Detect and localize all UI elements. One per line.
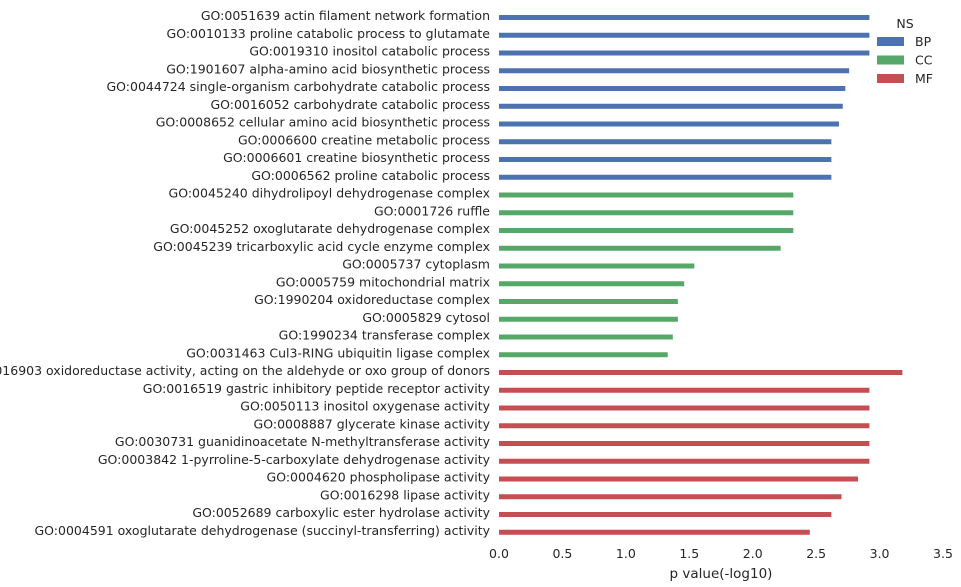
- category-label: GO:0006562 proline catabolic process: [251, 168, 490, 183]
- x-tick-label: 3.0: [870, 546, 890, 561]
- x-axis-ticks: 0.0 0.5 1.0 1.5 2.0 2.5 3.0 3.5: [489, 546, 953, 561]
- bar-mf: [499, 441, 870, 446]
- bar-cc: [499, 228, 794, 233]
- bar-bp: [499, 139, 832, 145]
- x-tick-label: 0.5: [552, 546, 572, 561]
- category-label: GO:0050113 inositol oxygenase activity: [240, 399, 490, 414]
- x-tick-label: 3.5: [933, 546, 953, 561]
- category-labels: GO:0051639 actin filament network format…: [0, 8, 491, 538]
- bar-cc: [499, 210, 794, 216]
- category-label: GO:0016903 oxidoreductase activity, acti…: [0, 363, 490, 378]
- bar-mf: [499, 458, 870, 464]
- bar-cc: [499, 192, 794, 198]
- category-label: GO:0045240 dihydrolipoyl dehydrogenase c…: [169, 186, 490, 201]
- legend-label-mf: MF: [915, 71, 933, 86]
- category-label: GO:0006600 creatine metabolic process: [238, 132, 490, 147]
- bar-bp: [499, 103, 843, 109]
- category-label: GO:0004620 phospholipase activity: [267, 470, 491, 485]
- bar-bp: [499, 174, 832, 180]
- category-label: GO:1901607 alpha-amino acid biosynthetic…: [166, 61, 490, 76]
- category-label: GO:0052689 carboxylic ester hydrolase ac…: [192, 505, 490, 520]
- category-label: GO:0016298 lipase activity: [320, 487, 491, 502]
- category-label: GO:1990234 transferase complex: [279, 328, 490, 343]
- category-label: GO:0005829 cytosol: [362, 310, 490, 325]
- bar-mf: [499, 405, 870, 411]
- category-label: GO:0031463 Cul3-RING ubiquitin ligase co…: [186, 345, 490, 360]
- bar-cc: [499, 352, 668, 358]
- bar-cc: [499, 281, 685, 287]
- bar-mf: [499, 476, 859, 482]
- bar-cc: [499, 334, 673, 340]
- bar-mf: [499, 512, 832, 517]
- category-label: GO:0016519 gastric inhibitory peptide re…: [143, 381, 491, 396]
- x-tick-label: 2.5: [806, 546, 826, 561]
- category-label: GO:0045252 oxoglutarate dehydrogenase co…: [170, 221, 490, 236]
- bar-bp: [499, 50, 870, 56]
- bar-cc: [499, 245, 781, 251]
- legend: NS BP CC MF: [877, 16, 933, 86]
- category-label: GO:0001726 ruffle: [374, 203, 490, 218]
- bar-bp: [499, 157, 832, 162]
- bar-bp: [499, 86, 846, 91]
- bar-cc: [499, 316, 678, 322]
- category-label: GO:0010133 proline catabolic process to …: [167, 26, 491, 41]
- category-label: GO:0004591 oxoglutarate dehydrogenase (s…: [35, 523, 491, 538]
- category-label: GO:1990204 oxidoreductase complex: [254, 292, 490, 307]
- bar-mf: [499, 494, 842, 500]
- legend-swatch-mf: [877, 74, 904, 83]
- x-tick-label: 1.0: [616, 546, 636, 561]
- x-tick-label: 1.5: [679, 546, 699, 561]
- bar-mf: [499, 529, 810, 535]
- bar-bp: [499, 68, 850, 74]
- bar-mf: [499, 370, 903, 375]
- bar-cc: [499, 299, 678, 304]
- category-label: GO:0005737 cytoplasm: [342, 257, 490, 272]
- bar-cc: [499, 263, 695, 269]
- category-label: GO:0044724 single-organism carbohydrate …: [106, 79, 490, 94]
- bar-mf: [499, 423, 870, 429]
- category-label: GO:0030731 guanidinoacetate N-methyltran…: [115, 434, 491, 449]
- category-label: GO:0016052 carbohydrate catabolic proces…: [210, 97, 490, 112]
- x-axis-title: p value(-log10): [670, 566, 773, 582]
- legend-swatch-bp: [877, 37, 904, 46]
- category-label: GO:0005759 mitochondrial matrix: [276, 274, 490, 289]
- legend-swatch-cc: [877, 55, 904, 65]
- category-label: GO:0003842 1-pyrroline-5-carboxylate deh…: [98, 452, 491, 467]
- legend-label-cc: CC: [915, 53, 933, 68]
- category-label: GO:0045239 tricarboxylic acid cycle enzy…: [153, 239, 490, 254]
- category-label: GO:0008652 cellular amino acid biosynthe…: [156, 115, 490, 130]
- category-label: GO:0008887 glycerate kinase activity: [254, 416, 491, 431]
- bar-bp: [499, 32, 870, 38]
- legend-title: NS: [896, 16, 913, 31]
- legend-label-bp: BP: [915, 34, 932, 49]
- category-label: GO:0006601 creatine biosynthetic process: [223, 150, 490, 165]
- bars-group: [499, 15, 903, 535]
- category-label: GO:0019310 inositol catabolic process: [249, 44, 490, 59]
- bar-mf: [499, 387, 870, 393]
- x-tick-label: 2.0: [743, 546, 763, 561]
- x-tick-label: 0.0: [489, 546, 509, 561]
- category-label: GO:0051639 actin filament network format…: [201, 8, 490, 23]
- bar-bp: [499, 15, 870, 20]
- bar-bp: [499, 121, 839, 127]
